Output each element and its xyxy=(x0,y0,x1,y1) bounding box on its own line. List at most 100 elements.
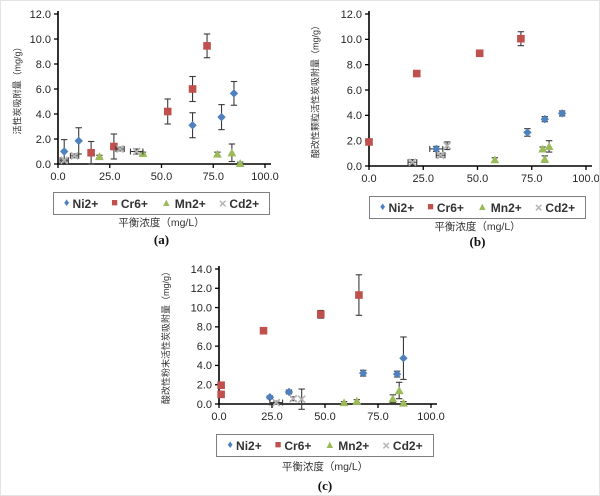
legend-label: Ni2+ xyxy=(72,196,99,211)
x-tick-label: 50.0 xyxy=(151,171,172,183)
legend-label: Cd2+ xyxy=(545,200,576,215)
data-point-Ni2+-0 xyxy=(60,147,69,156)
legend-item-mn2+: ▲ Mn2+ xyxy=(477,201,522,215)
diamond-icon: ♦ xyxy=(63,197,70,209)
data-point-Ni2+-3 xyxy=(557,109,567,118)
data-point-Cd2+-2 xyxy=(443,141,452,150)
data-point-Cd2+-3 xyxy=(132,147,141,156)
x-tick-label: 50.0 xyxy=(467,173,488,185)
legend-row: ♦ Ni2+ ■ Cr6+ ▲ Mn2+ × Cd2+ xyxy=(368,196,587,219)
triangle-icon: ▲ xyxy=(324,439,336,451)
legend-item-cd2+: × Cd2+ xyxy=(219,197,259,211)
y-tick-label: 8.0 xyxy=(197,322,212,334)
chart-caption: (b) xyxy=(469,234,486,249)
x-icon: × xyxy=(534,200,543,215)
legend-item-mn2+: ▲ Mn2+ xyxy=(324,439,369,453)
data-point-Ni2+-2 xyxy=(540,114,549,124)
data-point-Cd2+-1 xyxy=(436,151,445,160)
legend-label: Ni2+ xyxy=(236,438,262,453)
legend-label: Cr6+ xyxy=(436,200,464,215)
plot-b: 0.0 2.0 4.0 6.0 8.0 10.0 12.0 0.0 25.0 50.0 75.0 10… xyxy=(341,9,599,185)
y-tick-label: 0.0 xyxy=(347,161,362,173)
data-point-Ni2+-4 xyxy=(399,353,408,363)
chart-caption: (a) xyxy=(153,232,170,247)
data-point-Cr6+-4 xyxy=(203,42,211,50)
legend-item-cr6+: ■ Cr6+ xyxy=(275,439,312,453)
chart-c: 0.0 2.0 4.0 6.0 8.0 10.0 12.0 14.0 0.0 25.0 50.0 75… xyxy=(151,249,451,495)
x-tick-label: 50.0 xyxy=(314,411,335,423)
x-axis-title: 平衡浓度（mg/L） xyxy=(281,461,369,473)
legend-label: Mn2+ xyxy=(490,200,522,215)
data-point-Ni2+-0 xyxy=(432,144,441,154)
data-point-Mn2+-0 xyxy=(95,152,104,161)
data-point-Cr6+-3 xyxy=(188,85,197,93)
chart-b: 0.0 2.0 4.0 6.0 8.0 10.0 12.0 0.0 25.0 50.0 75.0 10… xyxy=(301,1,600,249)
y-tick-label: 6.0 xyxy=(36,84,51,96)
legend-item-cd2+: × Cd2+ xyxy=(535,201,575,215)
data-point-Cd2+-0 xyxy=(408,158,417,167)
data-point-Mn2+-3 xyxy=(540,154,550,163)
data-point-Mn2+-1 xyxy=(538,144,547,153)
plot-a: 0.0 2.0 4.0 6.0 8.0 10.0 12.0 0.0 25.0 50.0 75.0 10… xyxy=(30,9,279,183)
y-tick-label: 2.0 xyxy=(36,134,51,146)
legend-row: ♦ Ni2+ ■ Cr6+ ▲ Mn2+ × Cd2+ xyxy=(52,192,271,215)
data-point-Cd2+-0 xyxy=(60,156,69,165)
data-point-Cr6+-0 xyxy=(365,138,373,146)
data-point-Mn2+-4 xyxy=(235,159,245,167)
y-tick-label: 10.0 xyxy=(191,302,212,314)
x-tick-label: 75.0 xyxy=(367,411,388,423)
y-tick-label: 8.0 xyxy=(36,59,51,71)
x-tick-label: 25.0 xyxy=(413,173,434,185)
y-axis-title: 酸改性颗粒活性炭吸附量（mg/g） xyxy=(310,21,321,159)
x-tick-label: 100.0 xyxy=(251,171,279,183)
legend-label: Cr6+ xyxy=(284,438,312,453)
y-tick-label: 6.0 xyxy=(347,85,362,97)
data-point-Ni2+-1 xyxy=(284,387,294,397)
y-tick-label: 6.0 xyxy=(197,341,212,353)
data-point-Cr6+-2 xyxy=(259,326,268,335)
legend-label: Cd2+ xyxy=(229,196,260,211)
y-tick-label: 4.0 xyxy=(36,109,51,121)
chart-a: 0.0 2.0 4.0 6.0 8.0 10.0 12.0 0.0 25.0 50.0 75.0 10… xyxy=(1,1,301,249)
y-tick-label: 2.0 xyxy=(347,135,362,147)
x-tick-label: 25.0 xyxy=(99,171,120,183)
legend-item-mn2+: ▲ Mn2+ xyxy=(161,197,206,211)
data-point-Cr6+-3 xyxy=(316,310,325,319)
y-tick-label: 14.0 xyxy=(191,264,212,276)
legend-row: ♦ Ni2+ ■ Cr6+ ▲ Mn2+ × Cd2+ xyxy=(216,434,434,457)
data-point-Mn2+-3 xyxy=(394,386,404,395)
data-point-Mn2+-2 xyxy=(544,142,554,150)
y-tick-label: 0.0 xyxy=(36,159,51,171)
data-point-Cd2+-1 xyxy=(289,394,298,403)
data-point-Mn2+-3 xyxy=(227,148,237,157)
data-point-Mn2+-4 xyxy=(399,398,408,407)
triangle-icon: ▲ xyxy=(476,201,488,213)
y-tick-label: 12.0 xyxy=(341,9,362,21)
legend-label: Mn2+ xyxy=(174,196,206,211)
data-point-Ni2+-3 xyxy=(217,112,226,122)
legend-item-cd2+: × Cd2+ xyxy=(382,439,422,453)
legend: ♦ Ni2+ ■ Cr6+ ▲ Mn2+ × Cd2+ xyxy=(52,192,271,215)
legend-label: Cr6+ xyxy=(120,196,148,211)
legend-item-cr6+: ■ Cr6+ xyxy=(427,201,464,215)
y-tick-label: 8.0 xyxy=(347,59,362,71)
legend-item-cr6+: ■ Cr6+ xyxy=(111,197,148,211)
y-axis-title: 酸改性粉末活性炭吸附量（mg/g） xyxy=(160,266,171,404)
y-tick-label: 4.0 xyxy=(347,110,362,122)
legend-label: Mn2+ xyxy=(338,438,370,453)
y-tick-label: 12.0 xyxy=(30,9,51,21)
data-point-Mn2+-2 xyxy=(388,394,398,403)
x-icon: × xyxy=(382,438,390,453)
x-tick-label: 75.0 xyxy=(521,173,542,185)
data-point-Mn2+-1 xyxy=(352,396,362,405)
chart-caption: (c) xyxy=(317,478,333,493)
data-point-Cr6+-0 xyxy=(217,390,225,399)
y-tick-label: 10.0 xyxy=(30,34,51,46)
x-tick-label: 100.0 xyxy=(417,411,445,423)
data-point-Ni2+-1 xyxy=(523,128,532,137)
data-point-Cr6+-2 xyxy=(475,49,484,58)
diamond-icon: ♦ xyxy=(379,201,386,213)
x-axis-title: 平衡浓度（mg/L） xyxy=(118,217,205,229)
data-point-Cr6+-3 xyxy=(517,34,525,43)
